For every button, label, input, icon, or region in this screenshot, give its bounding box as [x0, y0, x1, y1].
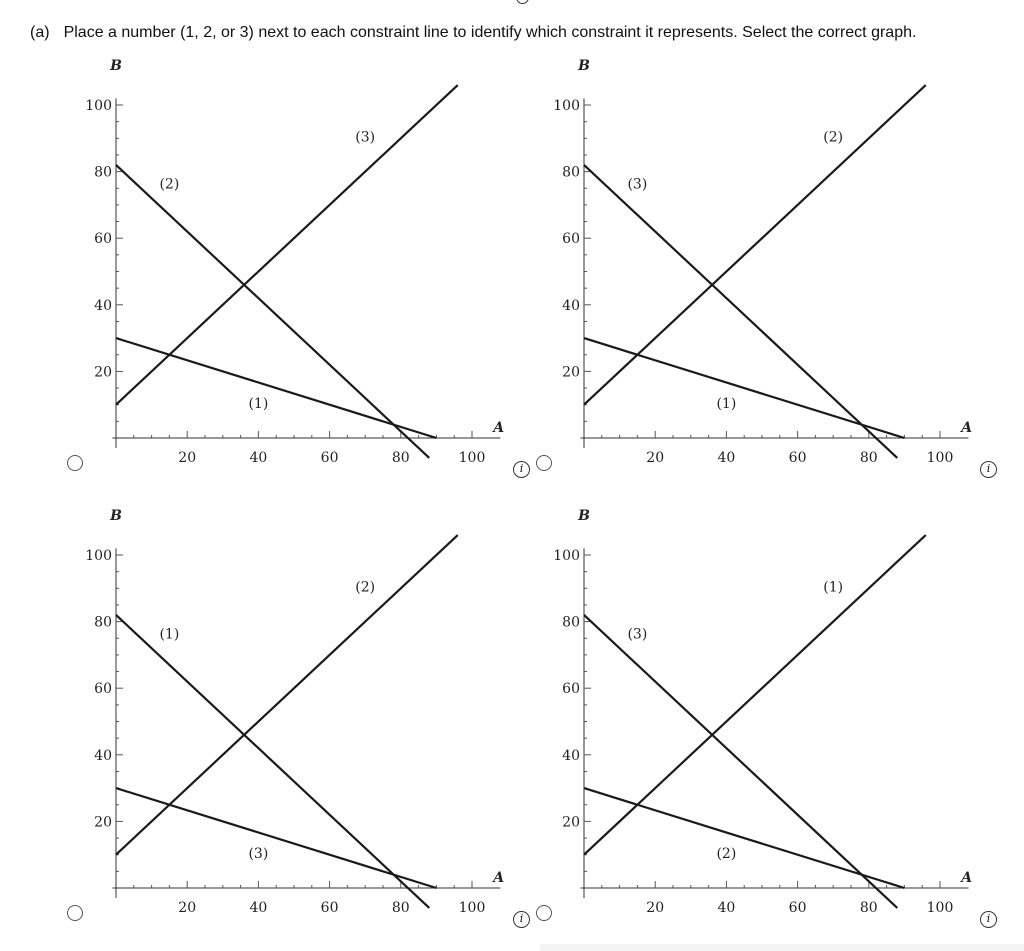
x-tick-label: 80	[392, 450, 410, 466]
y-tick-label: 40	[94, 748, 112, 764]
x-tick-label: 40	[717, 900, 735, 916]
y-tick-label: 40	[94, 298, 112, 314]
y-tick-label: 40	[562, 298, 580, 314]
question-prompt: Place a number (1, 2, or 3) next to each…	[63, 24, 917, 41]
constraint-line-1-label: (1)	[159, 626, 179, 642]
x-tick-label: 60	[321, 450, 339, 466]
y-tick-label: 60	[94, 231, 112, 247]
constraint-line-2	[583, 84, 927, 406]
graph-option-4: 20 40 60 80 100 20 40 60 80 100 A B (3) (1) (2)	[532, 505, 1002, 945]
x-tick-label: 20	[178, 450, 196, 466]
constraint-line-1	[115, 164, 431, 459]
constraint-line-3-label: (1)	[716, 396, 736, 412]
x-tick-label: 20	[646, 900, 664, 916]
x-tick-label: 60	[789, 450, 807, 466]
x-tick-label: 20	[178, 900, 196, 916]
constraint-line-3	[583, 787, 905, 890]
constraint-line-2-label: (3)	[355, 130, 375, 146]
x-tick-label: 80	[392, 900, 410, 916]
y-axis-label: B	[577, 58, 590, 74]
question-text: (a) Place a number (1, 2, or 3) next to e…	[30, 24, 916, 42]
y-tick-label: 40	[562, 748, 580, 764]
x-tick-label: 20	[646, 450, 664, 466]
y-tick-label: 20	[562, 364, 580, 380]
radio-graph-4[interactable]	[536, 905, 552, 921]
constraint-line-2	[583, 534, 927, 856]
constraint-line-2	[115, 534, 459, 856]
bottom-scroll-shadow	[540, 944, 1024, 951]
constraint-line-2-label: (2)	[823, 130, 843, 146]
chart-4-plot: 20 40 60 80 100 20 40 60 80 100 A B (3) (1) (2)	[553, 508, 972, 916]
chart-2-plot: 20 40 60 80 100 20 40 60 80 100 A B (3) (2) (1)	[553, 58, 972, 466]
chart-1-plot: 20 40 60 80 100 20 40 60 80 100 A B (2) (3) (1)	[85, 58, 504, 466]
x-tick-label: 100	[927, 450, 954, 466]
x-tick-label: 80	[860, 450, 878, 466]
y-tick-label: 100	[85, 548, 112, 564]
chart-1-svg: 20 40 60 80 100 20 40 60 80 100 A B (2) (3) (1)	[85, 58, 504, 466]
constraint-line-3-label: (1)	[248, 396, 268, 412]
info-icon-graph-3[interactable]: i	[513, 911, 530, 928]
y-axis-label: B	[109, 58, 122, 74]
graph-option-1: 20 40 60 80 100 20 40 60 80 100 A B (2) (3) (1)	[64, 55, 534, 495]
x-tick-label: 60	[789, 900, 807, 916]
y-tick-label: 80	[94, 615, 112, 631]
y-tick-label: 60	[562, 681, 580, 697]
x-axis-label: A	[959, 420, 972, 436]
constraint-line-2-label: (1)	[823, 580, 843, 596]
x-tick-label: 100	[459, 450, 486, 466]
constraint-line-3	[583, 337, 905, 440]
radio-graph-3[interactable]	[67, 905, 83, 921]
constraint-line-1-label: (2)	[159, 176, 179, 192]
info-icon-graph-4[interactable]: i	[980, 911, 997, 928]
x-tick-label: 100	[459, 900, 486, 916]
y-tick-label: 20	[94, 364, 112, 380]
y-tick-label: 60	[94, 681, 112, 697]
constraint-line-3-label: (2)	[716, 846, 736, 862]
constraint-line-3	[115, 337, 437, 440]
y-tick-label: 20	[562, 814, 580, 830]
question-part-label: (a)	[30, 24, 50, 41]
info-icon-graph-1[interactable]: i	[513, 461, 530, 478]
y-tick-label: 80	[94, 165, 112, 181]
constraint-line-1	[583, 164, 899, 459]
x-axis-label: A	[959, 870, 972, 886]
y-tick-label: 100	[85, 98, 112, 114]
constraint-line-1	[583, 614, 899, 909]
graph-option-3: 20 40 60 80 100 20 40 60 80 100 A B (1) (2) (3)	[64, 505, 534, 945]
chart-3-plot: 20 40 60 80 100 20 40 60 80 100 A B (1) (2) (3)	[85, 508, 504, 916]
y-tick-label: 80	[562, 615, 580, 631]
y-axis-label: B	[577, 508, 590, 524]
constraint-line-2-label: (2)	[355, 580, 375, 596]
x-tick-label: 80	[860, 900, 878, 916]
constraint-line-1-label: (3)	[627, 626, 647, 642]
constraint-line-1	[115, 614, 431, 909]
constraint-line-2	[115, 84, 459, 406]
constraint-line-3	[115, 787, 437, 890]
y-tick-label: 100	[553, 548, 580, 564]
constraint-line-3-label: (3)	[248, 846, 268, 862]
x-tick-label: 60	[321, 900, 339, 916]
constraint-line-1-label: (3)	[627, 176, 647, 192]
x-axis-label: A	[491, 870, 504, 886]
chart-4-svg: 20 40 60 80 100 20 40 60 80 100 A B (3) (1) (2)	[553, 508, 972, 916]
y-axis-label: B	[109, 508, 122, 524]
partial-info-icon	[516, 0, 529, 4]
y-tick-label: 80	[562, 165, 580, 181]
radio-graph-1[interactable]	[67, 455, 83, 471]
radio-graph-2[interactable]	[536, 455, 552, 471]
x-axis-label: A	[491, 420, 504, 436]
y-tick-label: 20	[94, 814, 112, 830]
x-tick-label: 40	[249, 450, 267, 466]
y-tick-label: 100	[553, 98, 580, 114]
x-tick-label: 40	[717, 450, 735, 466]
x-tick-label: 40	[249, 900, 267, 916]
graph-option-2: 20 40 60 80 100 20 40 60 80 100 A B (3) (2) (1)	[532, 55, 1002, 495]
chart-2-svg: 20 40 60 80 100 20 40 60 80 100 A B (3) (2) (1)	[553, 58, 972, 466]
chart-3-svg: 20 40 60 80 100 20 40 60 80 100 A B (1) (2) (3)	[85, 508, 504, 916]
info-icon-graph-2[interactable]: i	[980, 461, 997, 478]
x-tick-label: 100	[927, 900, 954, 916]
y-tick-label: 60	[562, 231, 580, 247]
